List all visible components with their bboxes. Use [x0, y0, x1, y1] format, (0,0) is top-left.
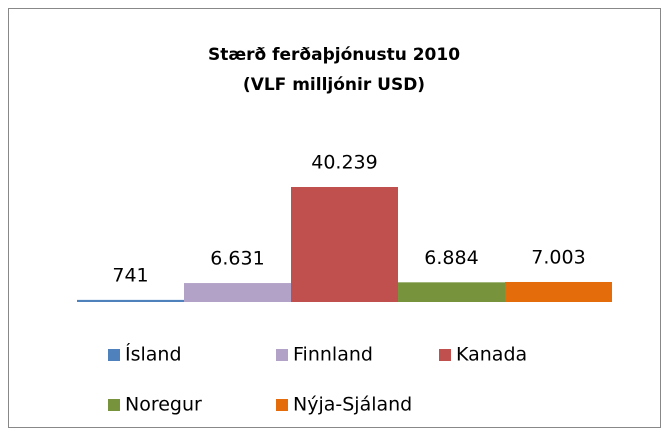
- data-label: 40.239: [311, 152, 377, 174]
- bar: [505, 281, 612, 302]
- legend-swatch: [276, 349, 288, 361]
- bar: [184, 283, 291, 302]
- legend-swatch: [276, 399, 288, 411]
- legend-swatch: [108, 349, 120, 361]
- bar: [398, 282, 505, 302]
- data-label: 7.003: [531, 246, 585, 268]
- legend-label: Noregur: [125, 394, 202, 416]
- legend-label: Nýja-Sjáland: [293, 394, 412, 416]
- legend-label: Kanada: [456, 344, 527, 366]
- chart-title: Stærð ferðaþjónustu 2010: [208, 45, 460, 65]
- chart-subtitle: (VLF milljónir USD): [243, 75, 425, 95]
- legend-swatch: [108, 399, 120, 411]
- bar: [291, 187, 398, 302]
- legend-label: Ísland: [125, 343, 182, 366]
- data-label: 741: [112, 264, 148, 286]
- data-label: 6.631: [210, 248, 264, 270]
- data-label: 6.884: [424, 247, 478, 269]
- bar: [77, 299, 184, 302]
- legend-label: Finnland: [293, 344, 373, 366]
- legend-swatch: [439, 349, 451, 361]
